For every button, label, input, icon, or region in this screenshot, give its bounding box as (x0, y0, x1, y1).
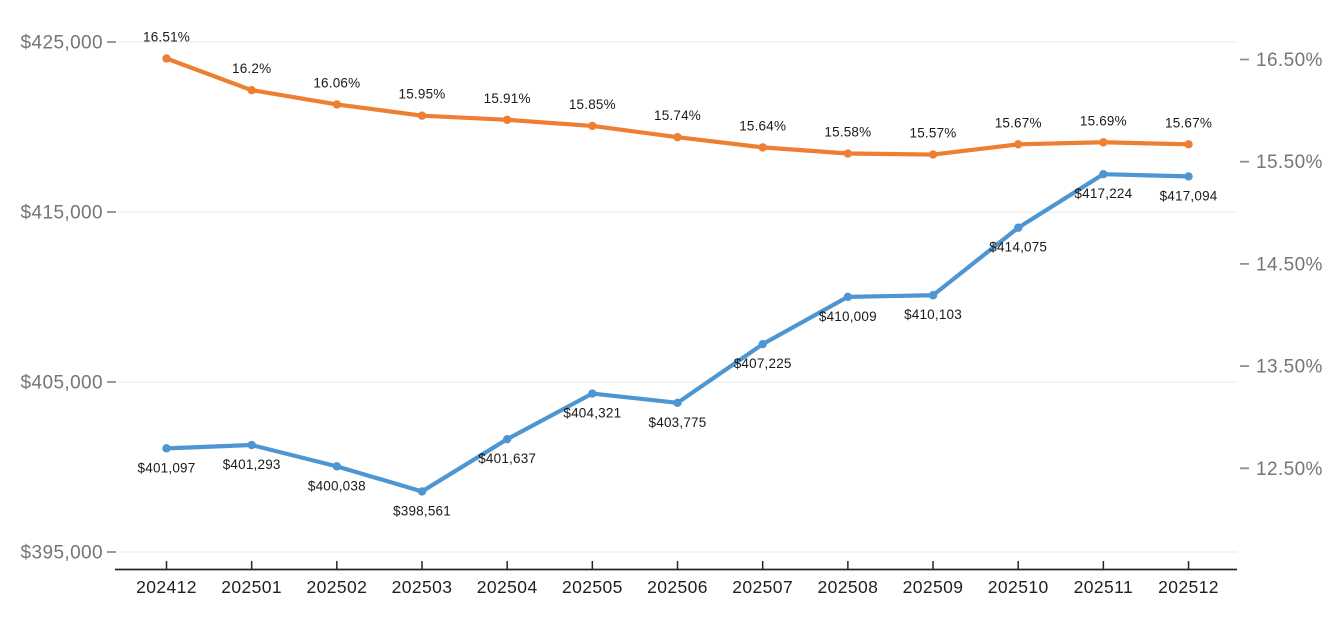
data-point-label: $414,075 (989, 240, 1047, 255)
right-axis-tick-label: 13.50% (1256, 357, 1323, 378)
data-point-marker (332, 462, 342, 471)
data-point-label: $401,293 (223, 457, 281, 472)
data-point-marker (1099, 138, 1108, 147)
data-point-label: 15.85% (569, 97, 616, 112)
data-point-label: $404,321 (563, 406, 621, 421)
data-point-marker (1184, 172, 1193, 181)
data-point-label: $410,103 (904, 307, 962, 322)
left-axis-tick-label: $395,000 (21, 543, 103, 564)
data-point-marker (502, 115, 512, 124)
x-axis-tick-label: 202504 (477, 577, 538, 597)
data-point-label: $398,561 (393, 503, 451, 518)
data-point-label: 16.51% (143, 29, 190, 44)
x-axis-tick-label: 202505 (562, 577, 623, 597)
left-axis-tick-label: $415,000 (21, 203, 103, 224)
data-point-label: 15.69% (1080, 113, 1127, 128)
data-point-marker (588, 389, 597, 398)
data-point-marker (417, 111, 427, 120)
data-point-marker (928, 291, 938, 300)
data-point-label: 15.74% (654, 108, 701, 123)
data-point-marker (417, 487, 427, 496)
data-point-label: 15.67% (995, 115, 1042, 130)
data-point-label: $400,038 (308, 478, 366, 493)
x-axis-tick-label: 202512 (1158, 577, 1219, 597)
data-point-label: 15.67% (1165, 115, 1212, 130)
right-axis-tick-label: 16.50% (1256, 50, 1323, 71)
data-point-marker (758, 339, 767, 349)
left-axis-tick-label: $405,000 (21, 373, 103, 394)
data-point-marker (162, 444, 171, 453)
data-point-marker (758, 143, 767, 152)
right-axis-tick-label: 12.50% (1256, 459, 1323, 480)
x-axis-tick-label: 202508 (817, 577, 878, 597)
data-point-marker (247, 85, 256, 95)
x-axis-tick-label: 202503 (392, 577, 453, 597)
x-axis-tick-label: 202506 (647, 577, 708, 597)
x-axis-tick-label: 202510 (988, 577, 1049, 597)
data-point-label: 15.95% (399, 87, 446, 102)
data-point-label: $417,094 (1160, 188, 1218, 203)
data-point-marker (928, 150, 938, 159)
data-point-marker (1014, 140, 1023, 149)
x-axis-tick-label: 202412 (136, 577, 197, 597)
data-point-marker (673, 398, 682, 408)
data-point-label: $403,775 (649, 415, 707, 430)
data-point-label: $401,097 (138, 460, 196, 475)
data-point-marker (843, 292, 853, 302)
data-point-marker (162, 54, 171, 63)
data-point-label: 15.64% (739, 118, 786, 133)
x-axis-tick-label: 202511 (1074, 577, 1134, 597)
data-point-label: $407,225 (734, 356, 792, 371)
series-line-dollar-value (164, 172, 1191, 494)
data-point-label: $401,637 (478, 451, 536, 466)
data-point-marker (843, 149, 853, 158)
data-point-label: 15.91% (484, 91, 531, 106)
data-point-marker (1014, 223, 1023, 232)
right-axis-tick-label: 15.50% (1256, 152, 1323, 173)
data-point-marker (673, 132, 682, 142)
data-point-label: $417,224 (1074, 186, 1132, 201)
data-point-label: 15.58% (824, 125, 871, 140)
data-point-label: $410,009 (819, 309, 877, 324)
data-point-marker (588, 121, 597, 131)
data-point-marker (332, 100, 342, 109)
x-axis-tick-label: 202509 (903, 577, 964, 597)
x-axis-tick-label: 202507 (732, 577, 793, 597)
data-point-label: 16.2% (232, 61, 271, 76)
data-point-marker (1184, 140, 1193, 149)
data-point-label: 16.06% (313, 75, 360, 90)
right-axis-tick-label: 14.50% (1256, 254, 1323, 275)
data-point-marker (1099, 169, 1108, 179)
data-point-label: 15.57% (910, 126, 957, 141)
x-axis-tick-label: 202501 (221, 577, 282, 597)
data-point-marker (502, 434, 512, 444)
left-axis-tick-label: $425,000 (21, 33, 103, 54)
data-point-marker (247, 440, 256, 450)
x-axis-tick-label: 202502 (306, 577, 367, 597)
